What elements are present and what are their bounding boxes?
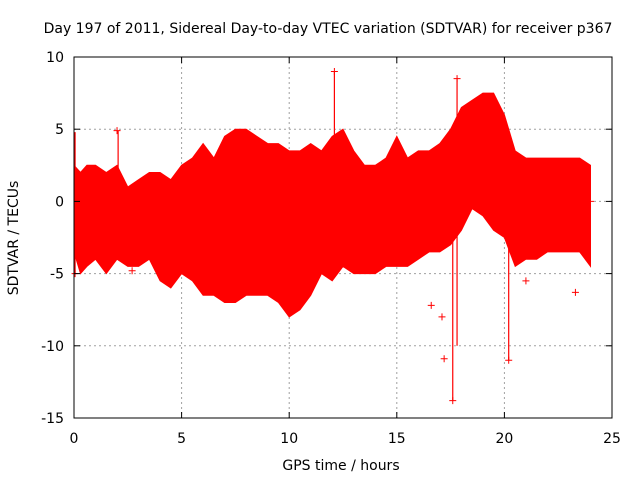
x-tick-label: 15 (388, 431, 406, 447)
data-point (330, 67, 338, 75)
y-tick-label: 0 (55, 194, 64, 210)
y-tick-label: 10 (46, 50, 64, 66)
data-point (427, 301, 435, 309)
data-point (586, 197, 594, 205)
x-tick-label: 25 (603, 431, 621, 447)
data-point (453, 75, 461, 83)
data-point (505, 356, 513, 364)
data-point (449, 397, 457, 405)
x-tick-label: 10 (280, 431, 298, 447)
data-point (522, 277, 530, 285)
y-axis-label: SDTVAR / TECUs (6, 181, 22, 296)
y-tick-label: -10 (41, 339, 64, 355)
plot-frame (73, 56, 613, 419)
data-point (438, 313, 446, 321)
y-tick-label: -15 (41, 411, 64, 427)
x-axis-label: GPS time / hours (282, 458, 399, 474)
data-point (113, 127, 121, 135)
y-tick-label: 5 (55, 122, 64, 138)
data-band (73, 92, 591, 318)
data-layer (71, 67, 594, 405)
data-point (279, 147, 287, 155)
data-point (128, 267, 136, 275)
x-tick-label: 20 (495, 431, 513, 447)
y-tick-label: -5 (50, 267, 64, 283)
x-tick-label: 0 (70, 431, 79, 447)
data-point (571, 288, 579, 296)
axis-layer: 0 5 10 15 20 25 -15 -10 -5 0 5 10 (41, 50, 621, 447)
chart-title: Day 197 of 2011, Sidereal Day-to-day VTE… (44, 21, 613, 37)
x-tick-label: 5 (177, 431, 186, 447)
data-point (440, 355, 448, 363)
